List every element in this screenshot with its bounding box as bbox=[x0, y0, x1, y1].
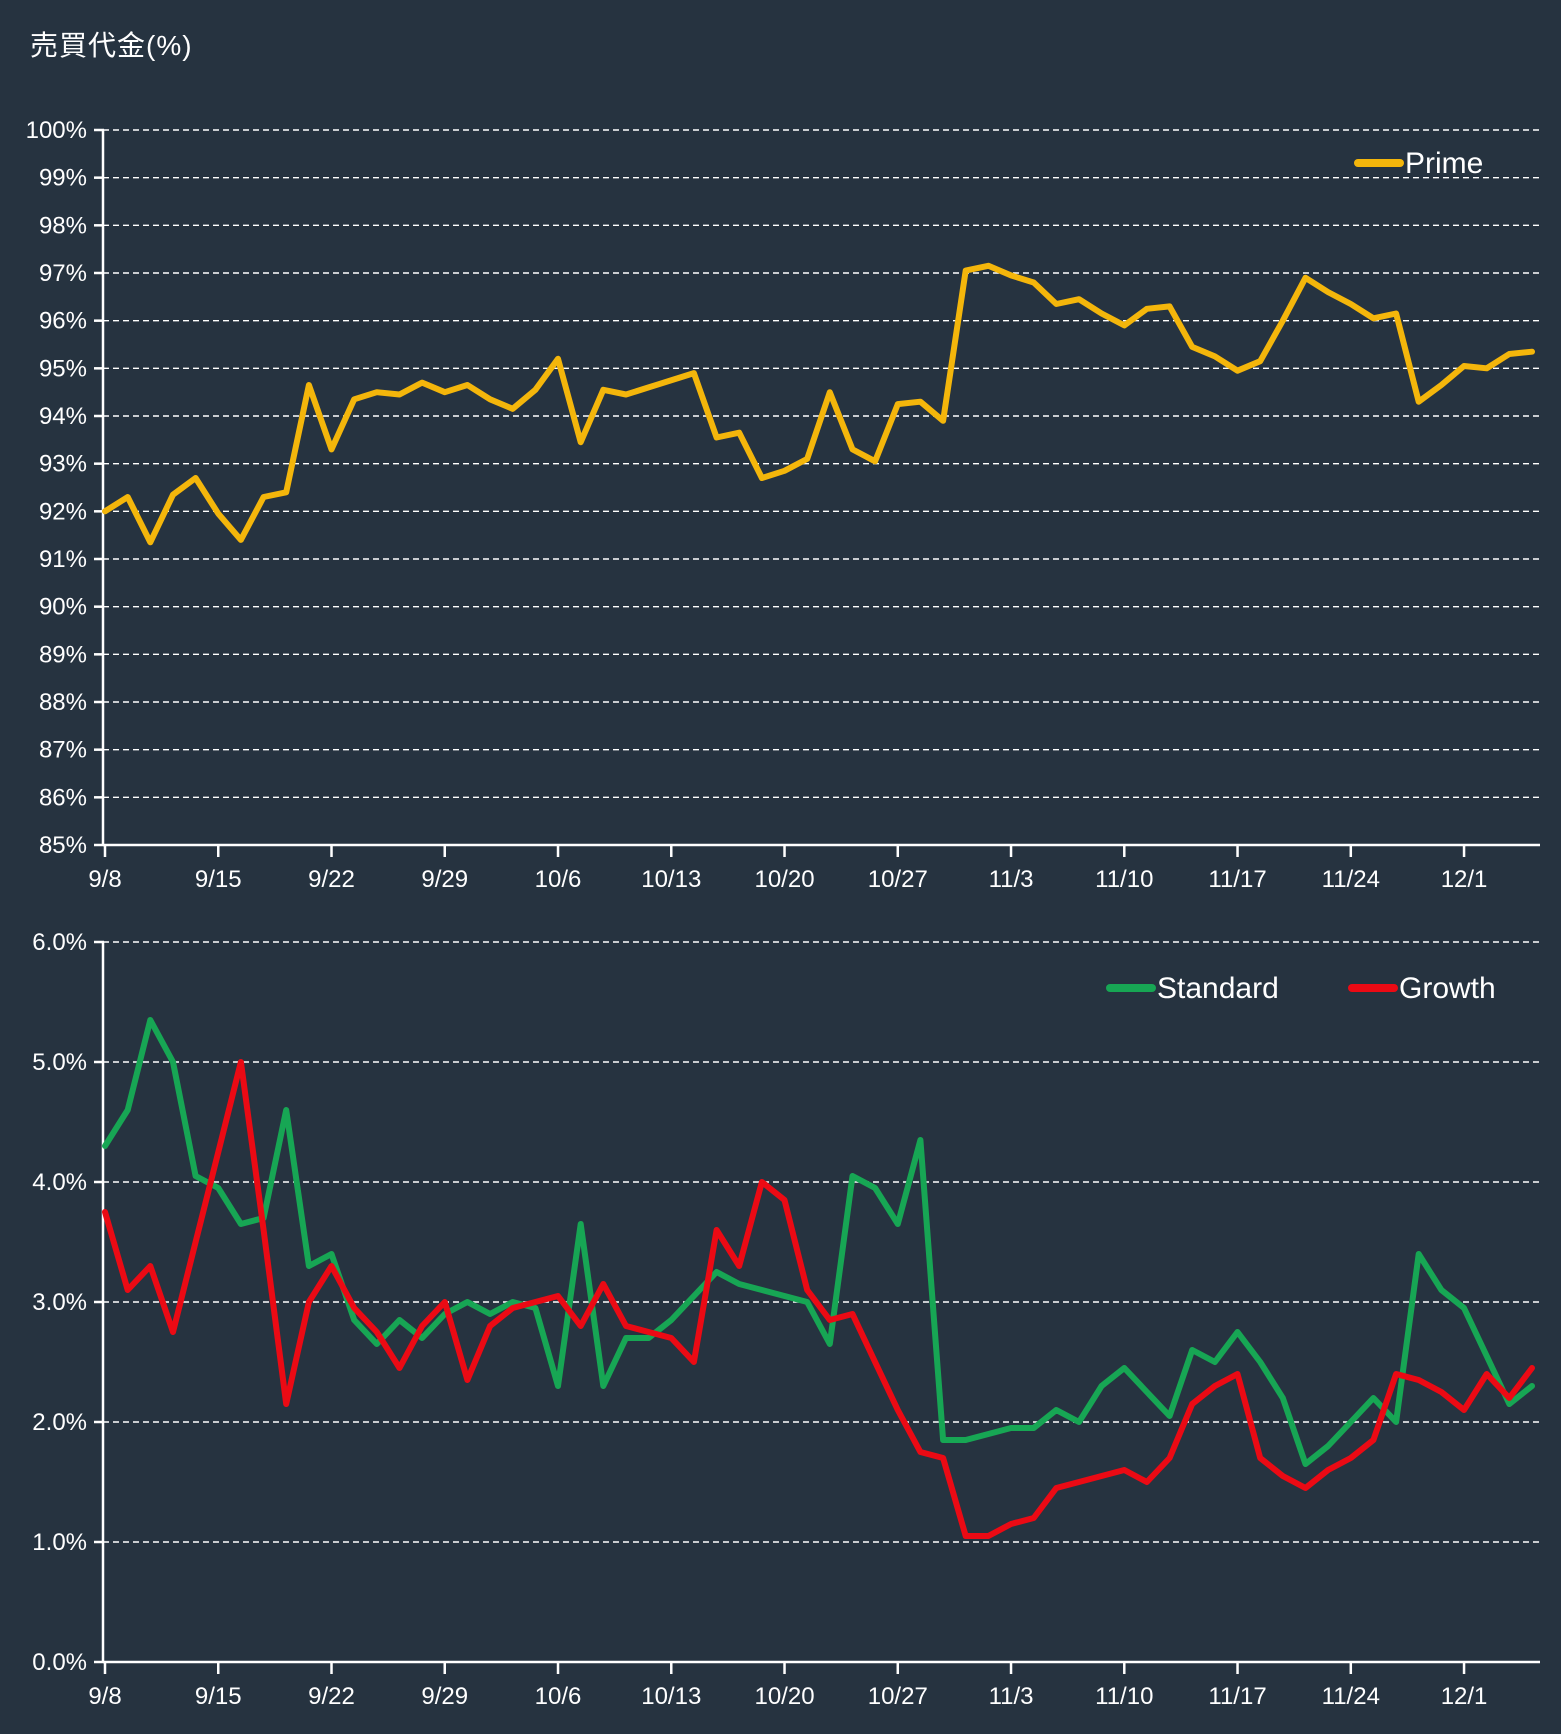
y-tick-label: 94% bbox=[39, 403, 87, 430]
y-tick-label: 87% bbox=[39, 737, 87, 764]
prime-line bbox=[102, 262, 1535, 546]
y-tick-label: 90% bbox=[39, 594, 87, 621]
y-tick-label: 92% bbox=[39, 498, 87, 525]
y-tick-label: 86% bbox=[39, 784, 87, 811]
prime-legend-label: Prime bbox=[1405, 147, 1483, 180]
y-tick-label: 91% bbox=[39, 546, 87, 573]
x-tick-label: 10/6 bbox=[535, 1683, 582, 1710]
y-tick-label: 85% bbox=[39, 832, 87, 859]
x-tick-label: 10/13 bbox=[641, 1683, 701, 1710]
y-tick-label: 6.0% bbox=[32, 929, 87, 956]
x-tick-label: 9/15 bbox=[195, 866, 242, 893]
growth-legend-label: Growth bbox=[1399, 972, 1496, 1005]
x-tick-label: 11/3 bbox=[989, 1683, 1034, 1710]
y-tick-label: 3.0% bbox=[32, 1289, 87, 1316]
x-tick-label: 10/27 bbox=[868, 866, 928, 893]
y-tick-label: 88% bbox=[39, 689, 87, 716]
x-tick-label: 11/24 bbox=[1322, 1683, 1380, 1710]
x-tick-label: 9/22 bbox=[308, 866, 355, 893]
x-tick-label: 9/8 bbox=[88, 1683, 121, 1710]
x-tick-label: 10/27 bbox=[868, 1683, 928, 1710]
x-tick-label: 11/10 bbox=[1095, 1683, 1153, 1710]
y-tick-label: 2.0% bbox=[32, 1409, 87, 1436]
y-tick-label: 93% bbox=[39, 451, 87, 478]
chart-standard-growth: 0.0% 1.0% 2.0% 3.0% 4.0% 5.0% 6.0% 9/8 9/15 9/22 9… bbox=[32, 929, 1540, 1710]
x-tick-label: 11/17 bbox=[1208, 866, 1266, 893]
chart-prime: 85% 86% 87% 88% 89% 90% 91% 92% 93% 94% 95% 96% 97% 9… bbox=[26, 117, 1540, 893]
growth-line bbox=[102, 1059, 1535, 1539]
y-tick-label: 100% bbox=[26, 117, 87, 144]
y-tick-label: 4.0% bbox=[32, 1169, 87, 1196]
x-tick-label: 9/15 bbox=[195, 1683, 242, 1710]
standard-line bbox=[102, 1017, 1535, 1467]
page-title: 売買代金(%) bbox=[30, 30, 193, 61]
y-tick-label: 96% bbox=[39, 308, 87, 335]
x-tick-label: 9/29 bbox=[421, 1683, 468, 1710]
x-tick-label: 10/20 bbox=[754, 866, 814, 893]
y-tick-label: 95% bbox=[39, 355, 87, 382]
x-tick-label: 12/1 bbox=[1441, 866, 1488, 893]
y-tick-label: 89% bbox=[39, 641, 87, 668]
x-tick-label: 11/3 bbox=[989, 866, 1034, 893]
y-tick-label: 98% bbox=[39, 212, 87, 239]
y-tick-label: 99% bbox=[39, 165, 87, 192]
x-tick-label: 10/6 bbox=[535, 866, 582, 893]
y-tick-label: 5.0% bbox=[32, 1049, 87, 1076]
x-tick-label: 11/24 bbox=[1322, 866, 1380, 893]
standard-legend-label: Standard bbox=[1157, 972, 1279, 1005]
y-tick-label: 1.0% bbox=[32, 1529, 87, 1556]
x-tick-label: 11/17 bbox=[1208, 1683, 1266, 1710]
x-tick-label: 10/20 bbox=[754, 1683, 814, 1710]
x-tick-label: 10/13 bbox=[641, 866, 701, 893]
x-tick-label: 9/29 bbox=[421, 866, 468, 893]
x-tick-label: 9/8 bbox=[88, 866, 121, 893]
x-tick-label: 11/10 bbox=[1095, 866, 1153, 893]
y-tick-label: 0.0% bbox=[32, 1649, 87, 1676]
x-tick-label: 12/1 bbox=[1441, 1683, 1488, 1710]
x-tick-label: 9/22 bbox=[308, 1683, 355, 1710]
y-tick-label: 97% bbox=[39, 260, 87, 287]
